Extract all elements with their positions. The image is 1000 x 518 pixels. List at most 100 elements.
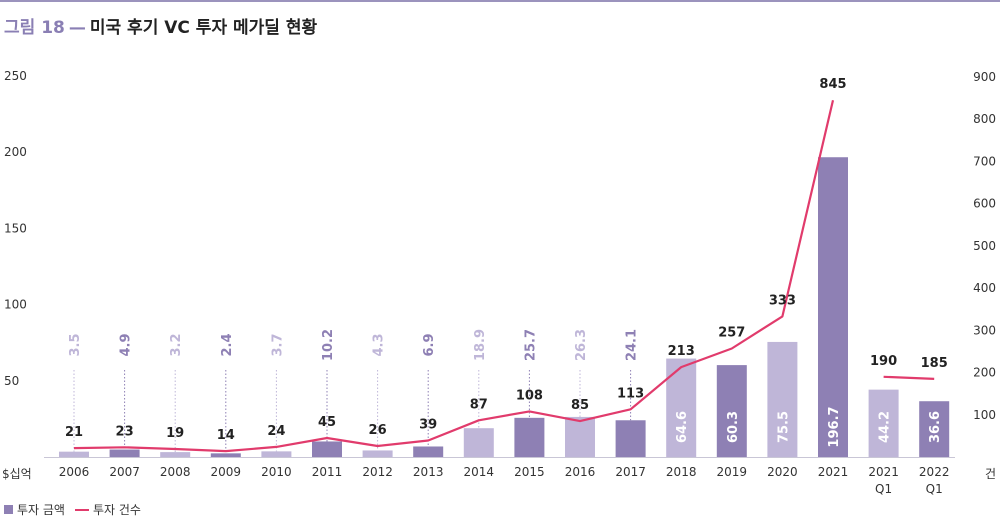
bar-value-label: 44.2 <box>878 411 893 443</box>
bar <box>868 389 899 457</box>
right-axis-tick-label: 100 <box>973 408 996 422</box>
line-value-label: 19 <box>166 426 184 441</box>
bar-value-label: 26.3 <box>574 329 589 361</box>
left-axis-tick-label: 100 <box>4 298 27 312</box>
bar-value-label: 75.5 <box>776 411 791 443</box>
bar-value-label: 4.9 <box>119 333 134 356</box>
bar-value-label: 36.6 <box>928 411 943 443</box>
x-axis-tick-label: 2021 <box>818 465 849 479</box>
bar <box>312 441 342 457</box>
line-value-label: 85 <box>571 398 589 413</box>
left-axis-tick-label: 200 <box>4 145 27 159</box>
chart-legend: 투자 금액 투자 건수 <box>4 501 141 518</box>
x-axis-tick-label: 2014 <box>464 465 495 479</box>
x-axis-tick-label: 2006 <box>59 465 90 479</box>
bar-value-label: 6.9 <box>422 333 437 356</box>
line-value-label: 333 <box>769 293 796 308</box>
line-value-label: 87 <box>470 397 488 412</box>
title-separator: — <box>68 18 86 38</box>
line-value-label: 113 <box>617 386 644 401</box>
top-rule <box>0 0 1000 2</box>
bar <box>615 420 646 457</box>
line-series <box>73 99 835 453</box>
right-axis-tick-label: 300 <box>973 323 996 337</box>
x-axis-tick-label: 2016 <box>565 465 596 479</box>
bar-value-label: 25.7 <box>523 329 538 361</box>
line-value-label: 845 <box>819 77 846 92</box>
x-axis-tick-label: 2021 <box>868 465 899 479</box>
x-axis-tick-label: 2012 <box>362 465 393 479</box>
line-value-label: 213 <box>668 344 695 359</box>
line-value-label: 185 <box>921 356 948 371</box>
right-axis-tick-label: 400 <box>973 281 996 295</box>
x-axis-tick-label: Q1 <box>926 482 943 496</box>
x-axis-tick-label: 2020 <box>767 465 798 479</box>
left-axis-tick-label: 50 <box>4 374 19 388</box>
x-axis-tick-label: 2007 <box>109 465 140 479</box>
bar <box>59 451 89 457</box>
line-value-label: 23 <box>116 424 134 439</box>
line-value-label: 26 <box>369 423 387 438</box>
bar <box>413 446 444 457</box>
title-text: 미국 후기 VC 투자 메가딜 현황 <box>89 18 318 38</box>
line-value-label: 108 <box>516 388 543 403</box>
bar <box>767 341 798 457</box>
bar <box>261 451 292 457</box>
bar <box>362 450 393 457</box>
bar <box>716 365 747 457</box>
right-axis-tick-label: 800 <box>973 112 996 126</box>
bar-value-label: 3.2 <box>169 333 184 356</box>
bar-value-label: 3.5 <box>68 333 83 356</box>
right-axis-unit-label: 건 <box>985 467 996 481</box>
legend-bar-swatch <box>4 505 13 514</box>
line-value-label: 39 <box>419 418 437 433</box>
right-axis-tick-label: 600 <box>973 197 996 211</box>
left-axis-unit-label: $십억 <box>2 467 32 481</box>
x-axis-tick-label: 2011 <box>312 465 343 479</box>
line-value-label: 190 <box>870 354 897 369</box>
bar-value-label: 2.4 <box>220 333 235 356</box>
right-axis-tick-label: 500 <box>973 239 996 253</box>
bar-value-label: 18.9 <box>473 329 488 361</box>
right-axis-tick-label: 200 <box>973 366 996 380</box>
bar <box>160 452 191 457</box>
bar <box>919 401 950 457</box>
line-value-label: 257 <box>718 325 745 340</box>
bar <box>210 453 241 457</box>
bar-value-label: 3.7 <box>270 333 285 356</box>
x-axis-tick-label: 2019 <box>717 465 748 479</box>
x-axis-tick-label: 2018 <box>666 465 697 479</box>
bar-value-label: 64.6 <box>675 411 690 443</box>
bar <box>565 416 595 457</box>
x-axis-tick-label: 2017 <box>615 465 646 479</box>
combo-chart: 50 100 150 200 250 $십억 100 200 300 400 500 600 700 80… <box>2 69 996 496</box>
left-axis-tick-label: 250 <box>4 69 27 83</box>
line-value-label: 45 <box>318 415 336 430</box>
line-value-label: 14 <box>217 428 235 443</box>
line-value-label: 21 <box>65 425 83 440</box>
legend-bar-label: 투자 금액 <box>17 503 65 517</box>
bar <box>109 449 140 457</box>
figure-label: 그림 18 <box>4 18 65 38</box>
bar <box>514 417 545 457</box>
bar-value-label: 10.2 <box>321 329 336 361</box>
x-axis-tick-label: 2008 <box>160 465 191 479</box>
x-axis-tick-label: 2010 <box>261 465 292 479</box>
bar-value-label: 24.1 <box>625 329 640 361</box>
x-axis-tick-label: Q1 <box>875 482 892 496</box>
right-axis-tick-label: 700 <box>973 154 996 168</box>
bar-value-label: 196.7 <box>827 406 842 447</box>
chart-title: 그림 18— 미국 후기 VC 투자 메가딜 현황 <box>4 13 317 38</box>
legend-item-count: 투자 건수 <box>74 501 141 518</box>
bar-value-label: 60.3 <box>726 411 741 443</box>
x-axis-tick-label: 2013 <box>413 465 444 479</box>
bar <box>463 428 494 457</box>
left-axis-tick-label: 150 <box>4 221 27 235</box>
legend-line-swatch <box>74 508 89 511</box>
line-series <box>883 375 935 380</box>
legend-item-amount: 투자 금액 <box>4 501 65 518</box>
right-axis-tick-label: 900 <box>973 70 996 84</box>
bar <box>818 157 848 458</box>
x-axis-tick-label: 2022 <box>919 465 950 479</box>
bar-value-label: 4.3 <box>372 333 387 356</box>
